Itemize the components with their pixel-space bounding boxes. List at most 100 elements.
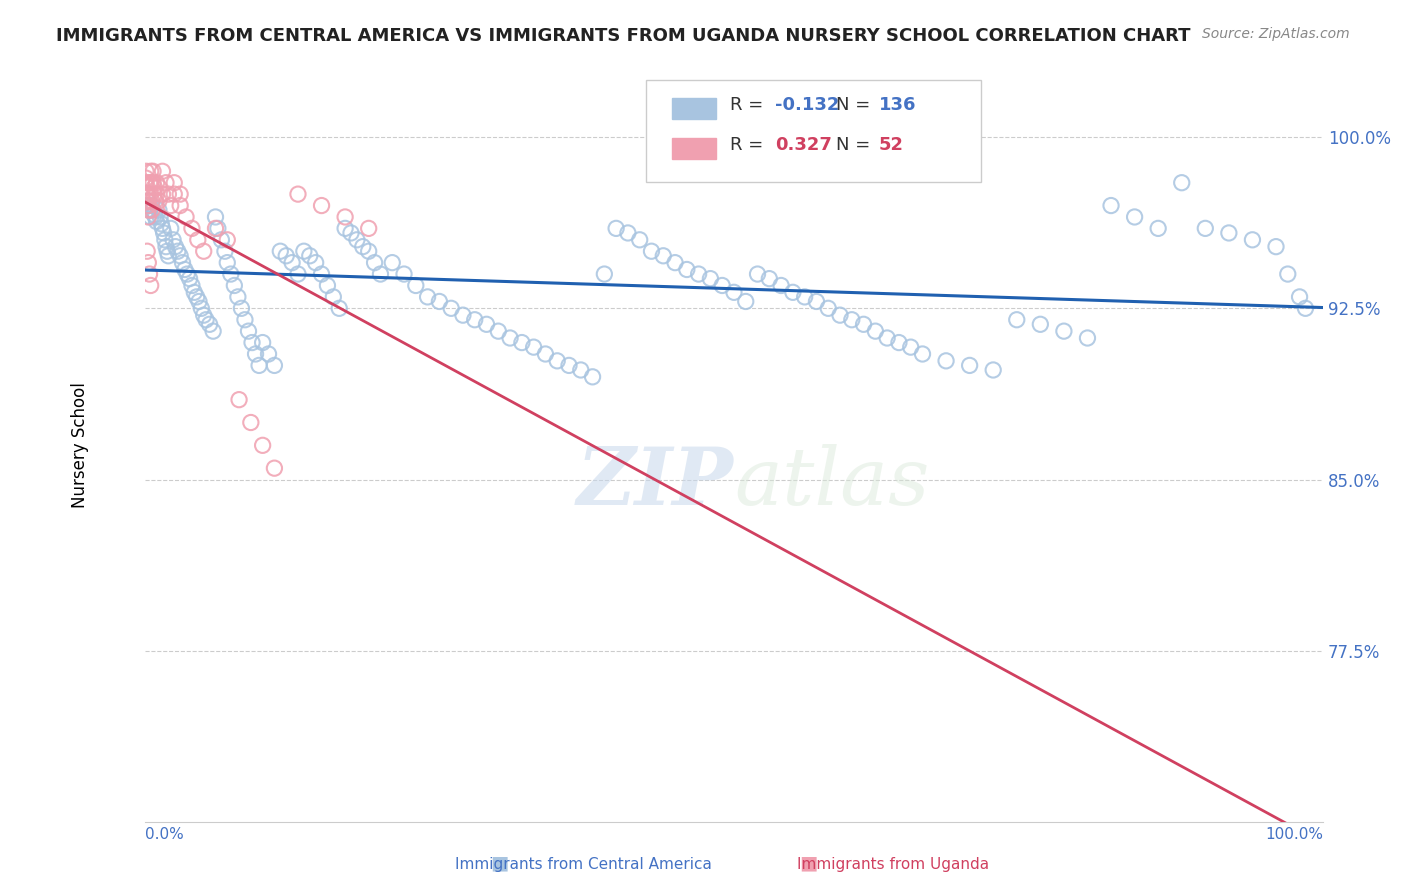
Point: [793, 290, 815, 304]
Point: [209, 233, 232, 247]
Point: [139, 187, 162, 202]
Point: [135, 176, 157, 190]
Point: [138, 203, 160, 218]
Point: [187, 233, 209, 247]
Point: [287, 187, 309, 202]
Point: [193, 244, 215, 259]
Point: [228, 392, 250, 407]
Point: [1277, 267, 1299, 281]
Point: [911, 347, 934, 361]
Text: R =: R =: [731, 96, 769, 114]
Point: [214, 244, 236, 259]
Text: 52: 52: [879, 136, 904, 154]
Text: Immigrants from Uganda: Immigrants from Uganda: [797, 857, 988, 872]
Point: [136, 187, 159, 202]
Point: [136, 210, 159, 224]
Point: [139, 278, 162, 293]
Point: [204, 210, 226, 224]
Point: [1123, 210, 1146, 224]
Point: [136, 180, 159, 194]
Text: Source: ZipAtlas.com: Source: ZipAtlas.com: [1202, 27, 1350, 41]
Point: [143, 208, 166, 222]
Point: [328, 301, 350, 316]
Point: [157, 187, 180, 202]
Point: [981, 363, 1004, 377]
Point: [188, 294, 211, 309]
Point: [546, 354, 568, 368]
Point: [900, 340, 922, 354]
Point: [1076, 331, 1098, 345]
Point: [224, 278, 246, 293]
Point: [136, 244, 159, 259]
Point: [231, 301, 253, 316]
Point: [263, 461, 285, 475]
Point: [828, 308, 851, 322]
Point: [747, 267, 769, 281]
Point: [145, 176, 167, 190]
Point: [142, 164, 165, 178]
Point: [499, 331, 522, 345]
Text: -0.132: -0.132: [775, 96, 839, 114]
Point: [340, 226, 363, 240]
Point: [534, 347, 557, 361]
FancyBboxPatch shape: [672, 138, 716, 159]
Point: [475, 318, 498, 332]
Point: [165, 240, 187, 254]
Point: [193, 308, 215, 322]
FancyBboxPatch shape: [645, 79, 981, 182]
Point: [169, 198, 191, 212]
Point: [155, 176, 177, 190]
Point: [181, 221, 204, 235]
Point: [204, 221, 226, 235]
Point: [333, 210, 356, 224]
Point: [1099, 198, 1122, 212]
Point: [141, 194, 163, 208]
Point: [664, 255, 686, 269]
Point: [139, 176, 162, 190]
Point: [150, 217, 173, 231]
Point: [142, 203, 165, 218]
Text: ■: ■: [489, 854, 509, 872]
Point: [699, 271, 721, 285]
Point: [173, 262, 195, 277]
Point: [169, 249, 191, 263]
Point: [311, 267, 333, 281]
Point: [298, 249, 321, 263]
Point: [357, 221, 380, 235]
Point: [723, 285, 745, 300]
Text: 0.0%: 0.0%: [145, 827, 184, 842]
Point: [195, 312, 218, 326]
Point: [139, 164, 162, 178]
Text: Immigrants from Central America: Immigrants from Central America: [456, 857, 711, 872]
Point: [734, 294, 756, 309]
Point: [416, 290, 439, 304]
Point: [172, 255, 194, 269]
Point: [136, 187, 159, 202]
Point: [887, 335, 910, 350]
Point: [1005, 312, 1028, 326]
Point: [1147, 221, 1170, 235]
Point: [136, 198, 159, 212]
Text: 100.0%: 100.0%: [1265, 827, 1323, 842]
Point: [617, 226, 640, 240]
Point: [405, 278, 427, 293]
Point: [240, 335, 263, 350]
Point: [935, 354, 957, 368]
Point: [569, 363, 592, 377]
Point: [1170, 176, 1192, 190]
Point: [136, 203, 159, 218]
Point: [207, 221, 229, 235]
Point: [676, 262, 699, 277]
Point: [142, 176, 165, 190]
Point: [593, 267, 616, 281]
Point: [782, 285, 804, 300]
Point: [758, 271, 780, 285]
Point: [179, 271, 201, 285]
Point: [138, 176, 160, 190]
Point: [190, 301, 212, 316]
Point: [865, 324, 887, 338]
Point: [149, 210, 172, 224]
Point: [217, 255, 239, 269]
Point: [135, 198, 157, 212]
Point: [257, 347, 280, 361]
